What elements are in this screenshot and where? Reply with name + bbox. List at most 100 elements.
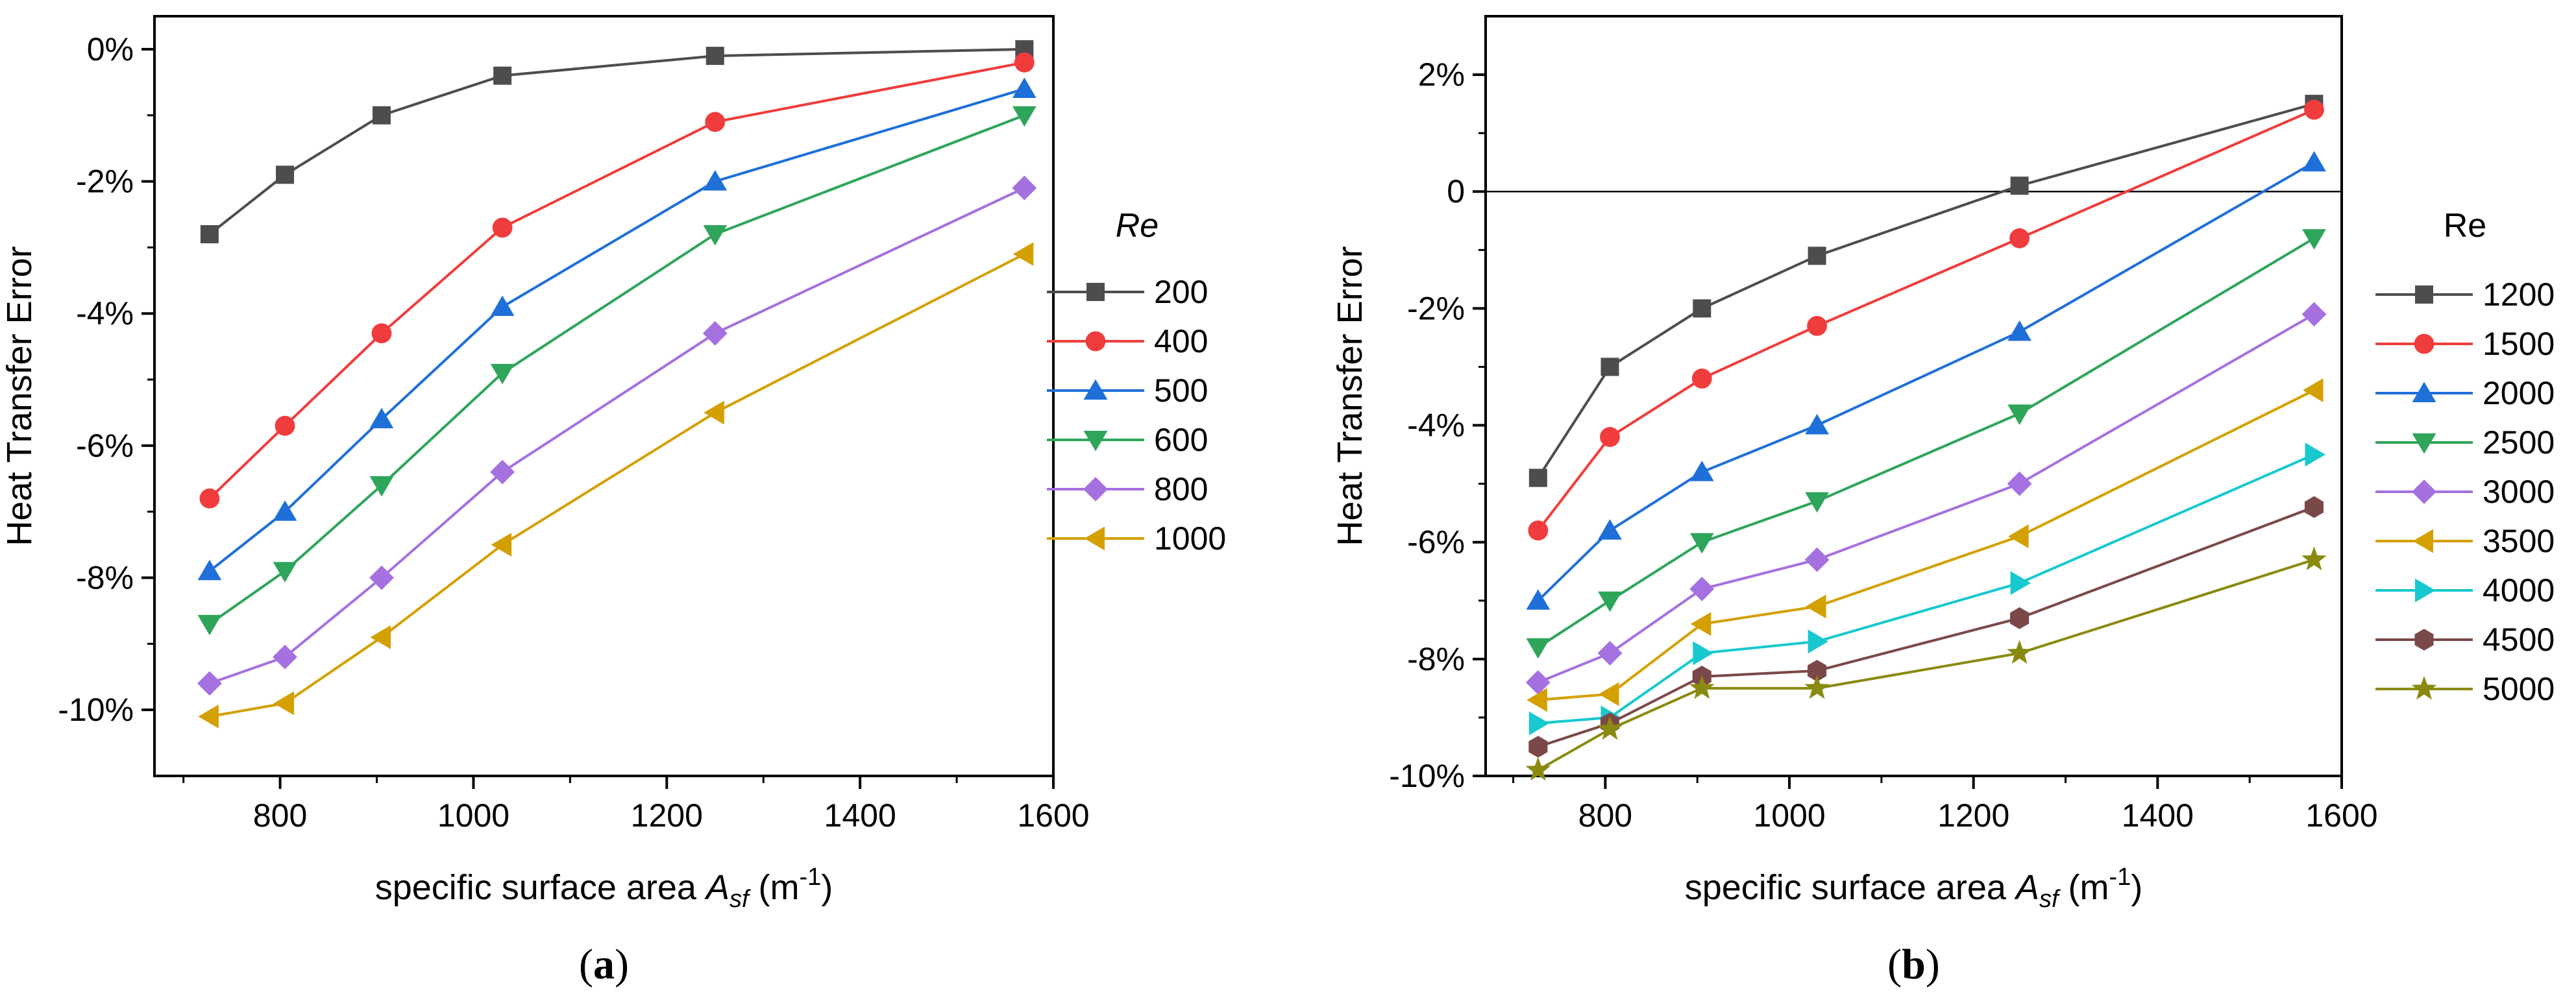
panel-a-series-600 [197,106,1037,636]
panel-b-legend-marker-2500 [2412,433,2436,454]
panel-b-x-tick-label-1200: 1200 [1937,797,2009,834]
panel-b-series-1200 [1528,95,2324,487]
panel-b-data-point-4500-5 [2304,496,2324,518]
panel-a-x-tick-label-800: 800 [253,797,307,834]
panel-a-data-point-400-1 [275,415,295,436]
panel-a-data-point-600-2 [369,476,394,497]
panel-b-series-line-4500 [1538,505,2315,748]
panel-b-data-point-3000-1 [1597,640,1623,666]
panel-a-legend-label-600: 600 [1154,422,1208,458]
panel-a-series-800 [197,175,1037,696]
panel-b-data-point-3000-5 [2301,302,2327,327]
panel-b-data-point-5000-4 [2007,640,2032,664]
panel-b-data-point-4500-3 [1808,660,1827,682]
panel-a-x-tick-label-1600: 1600 [1017,797,1089,834]
panel-b-x-tick-label-1600: 1600 [2305,797,2377,834]
panel-b-data-point-1500-2 [1691,369,1712,389]
panel-b-legend-marker-3000 [2412,479,2436,504]
panel-a-legend-label-1000: 1000 [1154,520,1226,557]
panel-b-data-point-4000-5 [2305,442,2325,466]
panel-b-data-point-2000-2 [1689,461,1714,481]
panel-a-y-tick-label--8-: -8% [76,560,134,596]
panel-b-series-line-4000 [1538,453,2315,725]
panel-b-y-tick-label--8-: -8% [1407,641,1465,677]
panel-b-legend-title: Re [2444,207,2486,245]
panel-b-data-point-3000-2 [1689,576,1715,601]
panel-a-data-point-1000-1 [273,691,294,716]
panel-a-x-axis-label: specific surface area Asf (m-1) [375,864,833,913]
panel-a-legend-item-800: 800 [1047,471,1208,507]
panel-a-series-500 [197,77,1037,581]
chart-panel-b: 800 1000 1200 1400 1600 2% 0 -2% -4% -6% -8% -10% He… [1331,15,2555,988]
panel-b-data-point-1200-2 [1693,299,1711,318]
panel-a-data-point-200-0 [200,225,219,244]
panel-a-x-axis-label-unit: (m [749,868,800,907]
panel-b-x-tick-label-800: 800 [1578,797,1632,834]
panel-b-legend-label-1200: 1200 [2483,276,2555,313]
panel-a-legend-marker-600 [1083,431,1108,452]
panel-b-data-point-4000-2 [1693,641,1713,666]
panel-b-x-axis-label-close: ) [2131,868,2142,907]
panel-b-data-point-3500-1 [1599,682,1619,707]
panel-b-data-point-4000-3 [1808,629,1829,654]
panel-b-series-line-1200 [1537,103,2315,479]
panel-b-series-line-1500 [1537,108,2315,531]
panel-b-data-point-5000-5 [2301,546,2327,571]
panel-b-data-point-4500-4 [2010,607,2030,629]
panel-a-legend-item-400: 400 [1047,323,1208,359]
panel-a-legend-marker-800 [1083,477,1108,502]
panel-b-data-point-3500-4 [2008,524,2029,549]
panel-b-legend-label-3000: 3000 [2483,474,2555,510]
panel-b-legend-item-1200: 1200 [2375,276,2555,313]
panel-b-series-3500 [1527,378,2324,712]
panel-b-data-point-1500-5 [2304,99,2324,120]
panel-a-legend-item-600: 600 [1047,422,1208,458]
panel-b-legend-marker-1500 [2414,333,2435,354]
panel-b-legend-label-3500: 3500 [2483,523,2555,559]
panel-a-y-tick-label--2-: -2% [76,163,134,200]
panel-a-y-tick-label--4-: -4% [76,295,134,332]
panel-b-data-point-4000-4 [2010,571,2031,596]
panel-a-legend-item-200: 200 [1047,274,1208,310]
panel-a-x-axis-label-prefix: specific surface area [375,868,706,907]
panel-b-series-2000 [1526,151,2326,610]
panel-b-legend: Re 1200 1500 2000 2500 3000 3500 4000 4500 5000 [2375,207,2555,707]
panel-b-data-point-2500-2 [1689,533,1714,554]
panel-a-data-point-800-1 [273,644,297,670]
panel-a-x-tick-label-1000: 1000 [437,797,509,834]
panel-a-data-point-800-4 [702,320,728,346]
panel-b-x-axis-label: specific surface area Asf (m-1) [1685,864,2143,913]
panel-b-data-point-2000-1 [1598,519,1622,540]
panel-b-data-point-2000-3 [1805,414,1829,435]
panel-b-data-point-2500-0 [1526,638,1551,659]
panel-b-panel-label: (b) [1887,941,1940,988]
panel-a-x-axis-label-subscript: sf [730,886,751,913]
panel-b-data-point-5000-1 [1597,716,1623,740]
panel-a-x-axis-label-close: ) [821,868,833,907]
panel-a-data-point-600-0 [197,614,222,636]
panel-a-legend: Re 200 400 500 600 800 1000 [1047,207,1226,557]
panel-a-data-point-500-0 [197,559,222,581]
panel-b-data-point-2500-3 [1805,492,1829,513]
panel-a-x-axis-label-symbol: A [704,868,730,907]
panel-b-data-point-1500-1 [1600,427,1620,447]
panel-b-legend-item-2500: 2500 [2375,424,2555,461]
panel-b-data-point-3500-0 [1527,688,1547,712]
panel-a-panel-label-close: ) [615,941,629,988]
panel-b-y-tick-label-0: 0 [1447,173,1465,210]
panel-b-y-tick-label--10-: -10% [1389,758,1465,794]
panel-a-x-tick-label-1400: 1400 [824,797,896,834]
panel-b-data-point-2000-0 [1526,589,1551,610]
panel-a-data-point-500-5 [1012,77,1037,98]
panel-b-legend-item-1500: 1500 [2375,326,2555,362]
panel-a-data-point-500-4 [703,170,728,191]
panel-a-data-point-800-0 [197,671,222,696]
panel-b-data-point-3000-3 [1804,547,1830,572]
panel-b-x-tick-label-1400: 1400 [2122,797,2194,834]
panel-a-y-tick-label--6-: -6% [76,428,134,464]
panel-b-series-3000 [1525,302,2327,695]
panel-b-legend-label-4000: 4000 [2483,572,2555,609]
panel-b-series-1500 [1528,99,2324,541]
panel-b-legend-label-4500: 4500 [2483,622,2555,658]
panel-b-data-point-1200-0 [1528,468,1547,487]
